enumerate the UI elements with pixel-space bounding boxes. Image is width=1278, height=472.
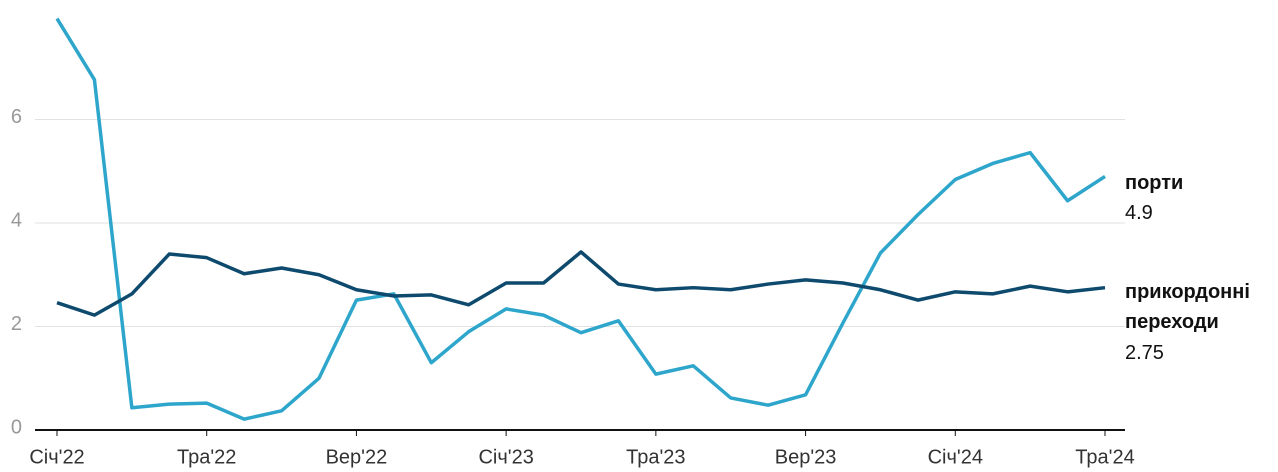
x-tick-label: Січ'22 bbox=[29, 446, 84, 468]
series-end-value: 4.9 bbox=[1125, 202, 1153, 224]
x-tick-label: Тра'23 bbox=[626, 446, 685, 468]
y-tick-label: 6 bbox=[11, 106, 22, 128]
x-tick-label: Січ'24 bbox=[928, 446, 983, 468]
series-end-value: 2.75 bbox=[1125, 342, 1164, 364]
x-tick-label: Тра'22 bbox=[177, 446, 236, 468]
x-tick-label: Тра'24 bbox=[1075, 446, 1134, 468]
y-tick-label: 2 bbox=[11, 313, 22, 335]
line-series bbox=[56, 250, 1106, 317]
x-tick-label: Січ'23 bbox=[478, 446, 533, 468]
x-tick-label: Вер'22 bbox=[326, 446, 388, 468]
y-tick-label: 0 bbox=[11, 416, 22, 438]
y-tick-label: 4 bbox=[11, 209, 22, 231]
x-tick-label: Вер'23 bbox=[775, 446, 837, 468]
line-series bbox=[55, 17, 1106, 421]
series-label: прикордонні переходи bbox=[1125, 281, 1250, 333]
series-label: порти bbox=[1125, 172, 1184, 194]
